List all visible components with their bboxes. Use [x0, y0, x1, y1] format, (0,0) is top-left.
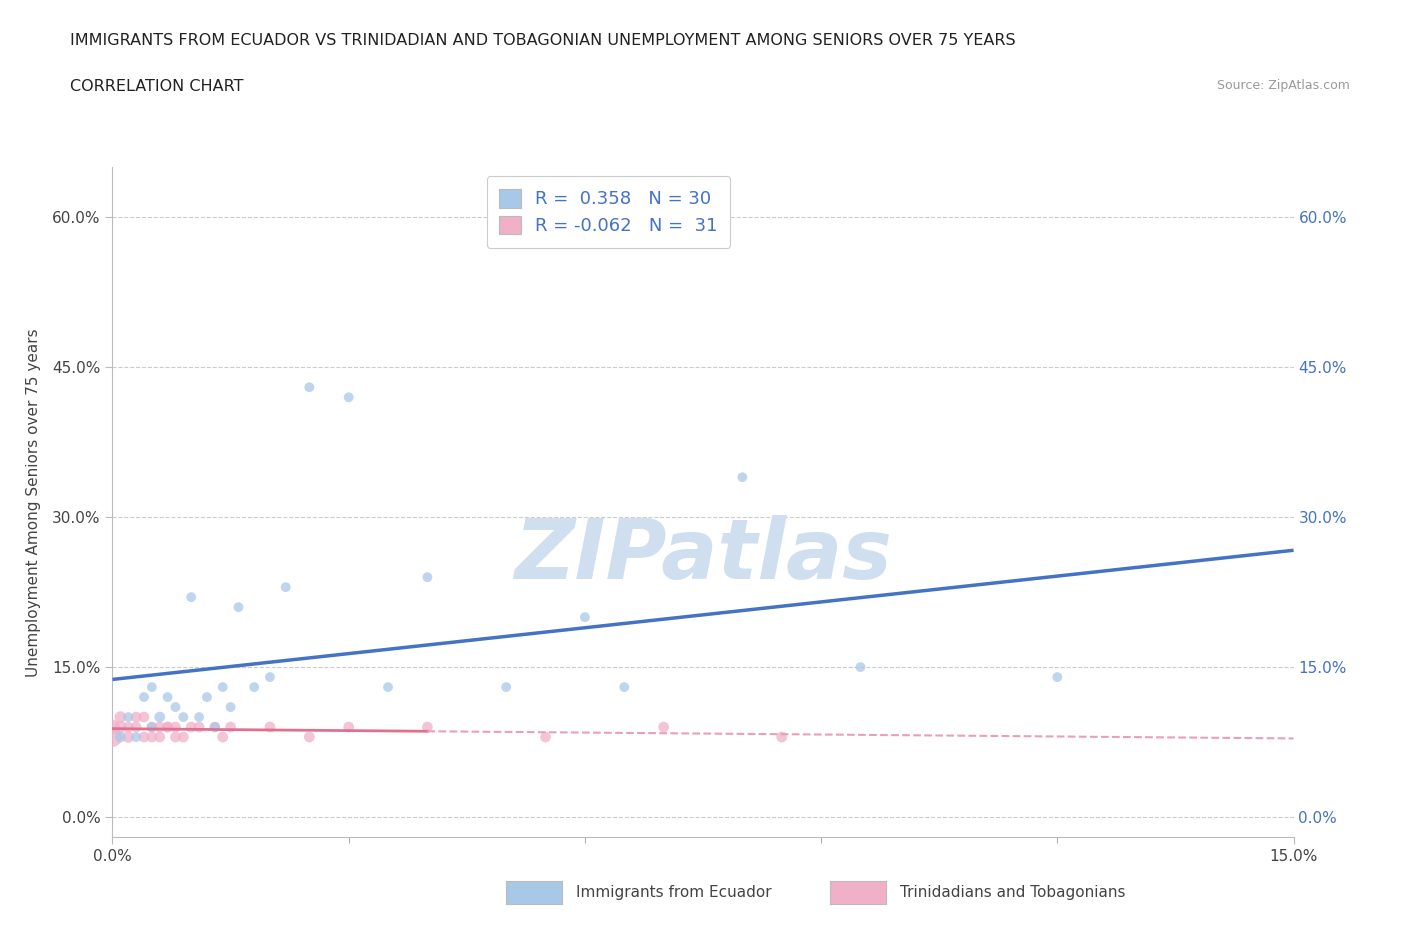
Point [574, 610, 596, 625]
Legend: R =  0.358   N = 30, R = -0.062   N =  31: R = 0.358 N = 30, R = -0.062 N = 31 [486, 177, 731, 247]
Point [141, 720, 163, 735]
Point [770, 730, 793, 745]
Point [117, 730, 139, 745]
Point [110, 730, 132, 745]
Point [219, 699, 242, 714]
Point [337, 720, 360, 735]
Point [337, 390, 360, 405]
Point [132, 710, 155, 724]
Point [165, 699, 187, 714]
Point [243, 680, 266, 695]
Point [156, 720, 179, 735]
Point [534, 730, 557, 745]
Point [211, 680, 233, 695]
Point [211, 730, 233, 745]
Point [219, 720, 242, 735]
Point [495, 680, 517, 695]
Point [188, 720, 211, 735]
Point [259, 670, 281, 684]
Text: Source: ZipAtlas.com: Source: ZipAtlas.com [1216, 79, 1350, 92]
Point [125, 710, 148, 724]
Point [298, 730, 321, 745]
Point [613, 680, 636, 695]
Point [180, 590, 202, 604]
Text: IMMIGRANTS FROM ECUADOR VS TRINIDADIAN AND TOBAGONIAN UNEMPLOYMENT AMONG SENIORS: IMMIGRANTS FROM ECUADOR VS TRINIDADIAN A… [70, 33, 1017, 47]
Point [259, 720, 281, 735]
Text: CORRELATION CHART: CORRELATION CHART [70, 79, 243, 94]
Point [298, 379, 321, 394]
Point [1046, 670, 1069, 684]
Text: ZIPatlas: ZIPatlas [515, 515, 891, 596]
Point [165, 720, 187, 735]
Text: Trinidadians and Tobagonians: Trinidadians and Tobagonians [900, 884, 1125, 900]
Point [149, 710, 172, 724]
Point [101, 720, 124, 735]
Point [195, 690, 218, 705]
Point [188, 710, 211, 724]
Point [149, 720, 172, 735]
Point [416, 720, 439, 735]
Point [132, 730, 155, 745]
Point [141, 680, 163, 695]
Point [274, 579, 297, 594]
Point [165, 730, 187, 745]
Point [125, 730, 148, 745]
Point [156, 690, 179, 705]
Point [125, 720, 148, 735]
Point [204, 720, 226, 735]
Point [149, 730, 172, 745]
Point [377, 680, 399, 695]
Point [204, 720, 226, 735]
Point [110, 720, 132, 735]
Text: Immigrants from Ecuador: Immigrants from Ecuador [576, 884, 772, 900]
Point [110, 710, 132, 724]
Point [180, 720, 202, 735]
Point [172, 730, 194, 745]
Point [731, 470, 754, 485]
Point [141, 730, 163, 745]
Point [132, 690, 155, 705]
Point [849, 659, 872, 674]
Point [117, 720, 139, 735]
Y-axis label: Unemployment Among Seniors over 75 years: Unemployment Among Seniors over 75 years [27, 328, 41, 676]
Point [101, 730, 124, 745]
Point [117, 710, 139, 724]
Point [416, 570, 439, 585]
Point [141, 720, 163, 735]
Point [172, 710, 194, 724]
Point [228, 600, 250, 615]
Point [652, 720, 675, 735]
Point [156, 720, 179, 735]
